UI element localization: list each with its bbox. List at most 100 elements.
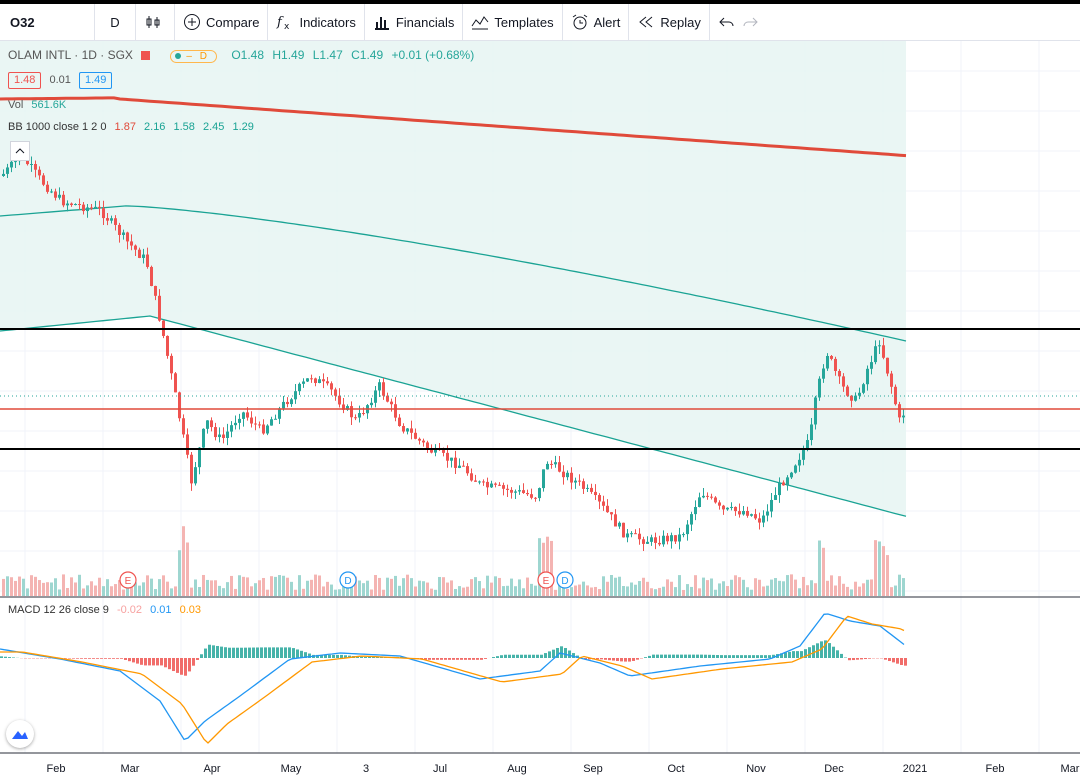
volume-bar <box>190 587 193 596</box>
event-badge-e[interactable]: E <box>537 571 555 589</box>
macd-hist-bar <box>596 658 599 660</box>
candle-body <box>634 533 637 535</box>
candle-body <box>486 481 489 488</box>
macd-hist-bar <box>836 650 839 658</box>
candle-body <box>554 462 557 465</box>
macd-hist-bar <box>284 647 287 658</box>
candle-body <box>218 434 221 438</box>
macd-hist-bar <box>472 658 475 660</box>
bollinger-value-5: 1.29 <box>232 121 254 133</box>
volume-bar <box>838 576 841 596</box>
event-badge-e[interactable]: E <box>119 571 137 589</box>
symbol-search-button[interactable]: O32 <box>0 4 95 40</box>
spread-value: 0.01 <box>49 74 71 86</box>
volume-bar <box>622 586 625 596</box>
macd-hist-bar <box>184 658 187 676</box>
macd-hist-bar <box>464 658 467 660</box>
bollinger-legend: BB 1000 close 1 2 0 1.87 2.16 1.58 2.45 … <box>8 121 259 133</box>
candle-body <box>342 404 345 410</box>
candle-body <box>758 518 761 523</box>
candle-body <box>158 295 161 321</box>
candle-body <box>890 373 893 387</box>
alert-button[interactable]: Alert <box>563 4 630 40</box>
redo-icon[interactable] <box>741 13 759 31</box>
candle-body <box>794 465 797 473</box>
candle-body <box>102 208 105 219</box>
volume-bar <box>478 581 481 596</box>
candle-body <box>58 194 61 198</box>
ask-price[interactable]: 1.49 <box>78 72 113 89</box>
templates-button[interactable]: Templates <box>463 4 563 40</box>
volume-bar <box>694 575 697 596</box>
bollinger-band-fill <box>0 41 906 517</box>
candle-body <box>82 204 85 212</box>
volume-bar <box>170 588 173 596</box>
macd-hist-bar <box>720 655 723 658</box>
replay-button[interactable]: Replay <box>629 4 710 40</box>
flag-icon[interactable] <box>141 51 151 61</box>
candle-body <box>886 357 889 374</box>
macd-hist-bar <box>756 655 759 658</box>
macd-hist-bar <box>628 658 631 662</box>
volume-bar <box>850 589 853 596</box>
candle-body <box>902 415 905 418</box>
volume-bar <box>458 586 461 596</box>
ohlc-change: +0.01 (+0.68%) <box>391 48 475 62</box>
candle-body <box>698 497 701 508</box>
volume-bar <box>650 588 653 596</box>
macd-histogram <box>0 640 907 676</box>
volume-bar <box>690 586 693 596</box>
undo-icon[interactable] <box>718 13 736 31</box>
macd-hist-bar <box>664 654 667 658</box>
candle-body <box>114 218 117 225</box>
macd-hist-bar <box>656 654 659 658</box>
candle-body <box>842 376 845 387</box>
candle-body <box>826 355 829 369</box>
event-badge-d[interactable]: D <box>339 571 357 589</box>
candle-body <box>106 218 109 221</box>
volume-bar <box>250 586 253 596</box>
replay-label: Replay <box>660 14 701 30</box>
candle-body <box>34 164 37 170</box>
event-badge-d[interactable]: D <box>556 571 574 589</box>
macd-hist-bar <box>532 654 535 658</box>
volume-bar <box>462 587 465 596</box>
candle-body <box>750 514 753 516</box>
volume-bar <box>326 581 329 596</box>
volume-bar <box>306 580 309 596</box>
volume-bar <box>450 580 453 596</box>
candle-body <box>678 534 681 542</box>
macd-hist-bar <box>220 646 223 658</box>
candle-body <box>594 491 597 496</box>
macd-hist-bar <box>172 658 175 672</box>
macd-hist-bar <box>828 643 831 658</box>
time-axis-label: 2021 <box>903 763 927 775</box>
compare-button[interactable]: Compare <box>175 4 269 40</box>
volume-bar <box>246 577 249 596</box>
volume-bar <box>574 585 577 596</box>
volume-bar <box>886 555 889 596</box>
bid-price[interactable]: 1.48 <box>8 72 42 89</box>
volume-value: 561.6K <box>31 99 67 111</box>
chart-type-button[interactable] <box>136 4 175 40</box>
macd-legend: MACD 12 26 close 9 -0.02 0.01 0.03 <box>8 604 206 616</box>
volume-bar <box>874 540 877 596</box>
tradingview-logo-button[interactable] <box>6 720 34 748</box>
candle-body <box>370 402 373 406</box>
candle-body <box>118 224 121 235</box>
macd-hist-bar <box>784 652 787 658</box>
financials-button[interactable]: Financials <box>365 4 464 40</box>
macd-hist-bar <box>108 658 111 659</box>
macd-hist-bar <box>348 655 351 658</box>
interval-button[interactable]: D <box>95 4 136 40</box>
candle-body <box>14 161 17 163</box>
chart-collapse-arrow[interactable] <box>10 141 30 161</box>
data-status-badge[interactable]: – D <box>169 50 217 63</box>
time-axis[interactable]: Feb Mar Apr May 3 Jul Aug Sep Oct Nov Dec 2021 Feb Ma… <box>47 763 1080 775</box>
volume-bar <box>742 579 745 596</box>
candle-body <box>706 495 709 497</box>
candle-body <box>650 537 653 542</box>
